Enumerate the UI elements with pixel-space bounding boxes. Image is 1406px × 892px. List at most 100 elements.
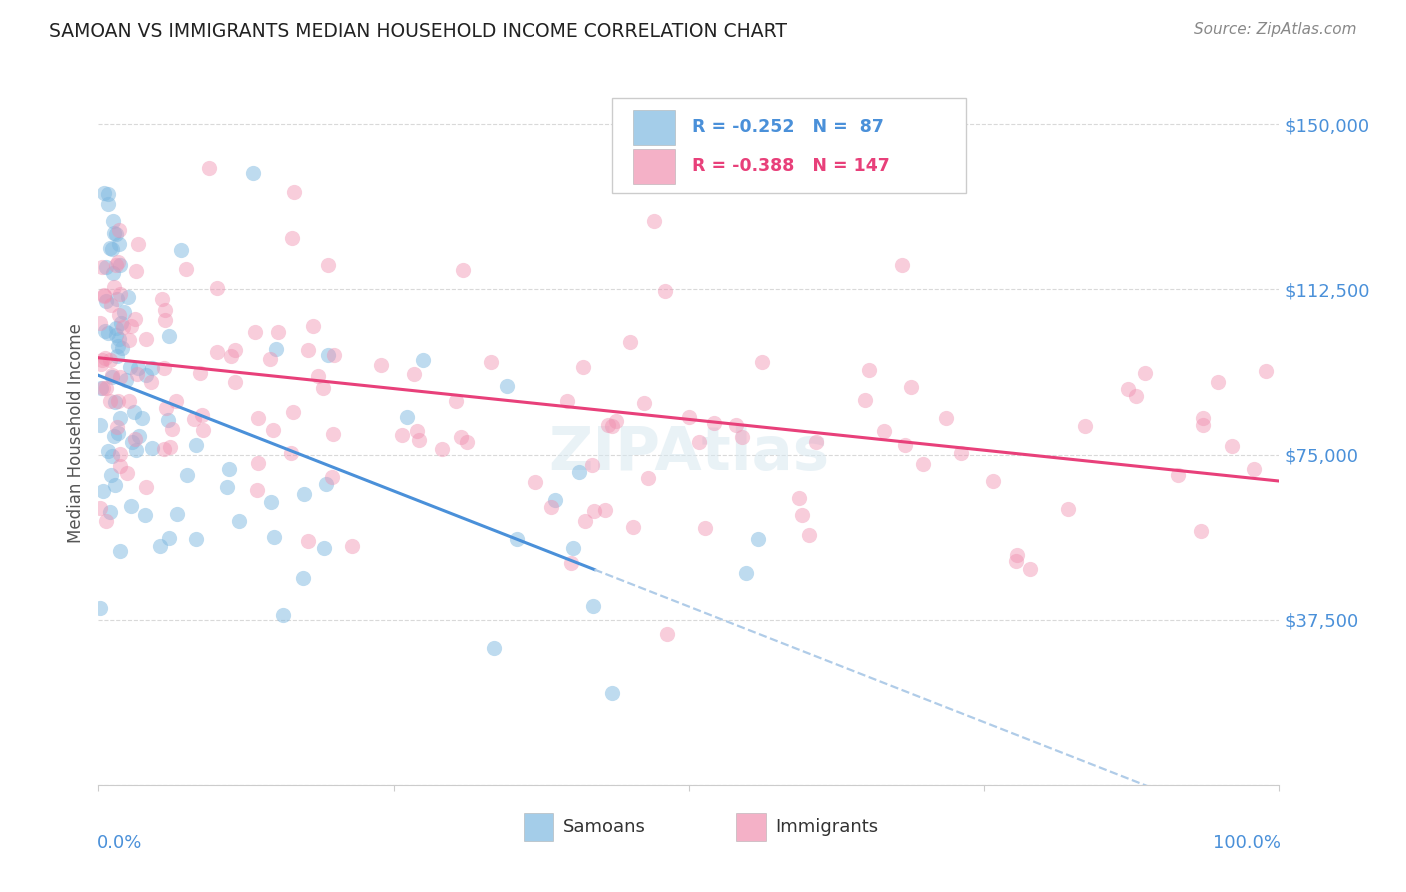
Point	[218, 462, 240, 476]
Text: Samoans: Samoans	[562, 818, 645, 836]
Point	[94, 381, 117, 395]
Point	[153, 312, 176, 326]
Point	[128, 429, 150, 443]
Point	[747, 532, 769, 546]
Point	[731, 430, 754, 444]
Point	[605, 414, 627, 428]
Point	[444, 393, 467, 408]
Point	[1192, 410, 1215, 425]
Point	[797, 528, 820, 542]
Point	[184, 438, 207, 452]
Point	[184, 532, 207, 546]
Point	[157, 328, 180, 343]
Point	[110, 316, 132, 330]
Text: 0.0%: 0.0%	[97, 834, 142, 852]
Point	[105, 258, 128, 272]
Point	[890, 258, 912, 272]
Point	[198, 161, 221, 175]
Point	[135, 333, 157, 347]
Point	[174, 261, 197, 276]
Point	[108, 287, 131, 301]
Point	[561, 541, 583, 556]
Point	[1189, 524, 1212, 539]
Point	[596, 418, 619, 433]
Point	[100, 368, 122, 382]
Bar	[737, 814, 766, 841]
Point	[1074, 419, 1097, 434]
Text: 100.0%: 100.0%	[1212, 834, 1281, 852]
Point	[108, 223, 131, 237]
Point	[124, 432, 146, 446]
Point	[981, 474, 1004, 488]
Point	[101, 214, 124, 228]
Point	[893, 438, 915, 452]
Point	[935, 410, 957, 425]
Point	[560, 556, 582, 570]
Point	[544, 493, 567, 508]
Point	[506, 532, 529, 546]
Point	[100, 468, 122, 483]
Point	[396, 409, 419, 424]
Point	[307, 368, 329, 383]
Point	[302, 318, 325, 333]
Point	[321, 470, 343, 484]
Point	[149, 539, 172, 553]
Point	[93, 186, 115, 200]
Point	[117, 290, 139, 304]
Point	[1005, 548, 1028, 562]
Text: R = -0.388   N = 147: R = -0.388 N = 147	[693, 157, 890, 175]
Point	[312, 381, 335, 395]
Point	[127, 236, 149, 251]
Point	[97, 326, 120, 340]
Point	[97, 196, 120, 211]
Point	[263, 530, 285, 544]
Point	[496, 378, 519, 392]
Point	[430, 442, 453, 456]
Point	[121, 434, 143, 449]
Point	[153, 361, 176, 376]
Point	[450, 430, 472, 444]
Point	[89, 600, 111, 615]
Point	[110, 410, 132, 425]
Point	[91, 381, 114, 395]
Point	[484, 640, 506, 655]
Point	[107, 339, 129, 353]
Point	[166, 507, 188, 521]
Point	[89, 500, 111, 515]
Point	[405, 424, 427, 438]
Point	[412, 352, 434, 367]
Text: R = -0.252   N =  87: R = -0.252 N = 87	[693, 119, 884, 136]
Point	[101, 242, 124, 256]
Point	[703, 416, 725, 430]
Point	[191, 408, 214, 422]
Point	[120, 319, 142, 334]
Point	[572, 360, 595, 375]
Point	[110, 544, 132, 558]
Point	[456, 435, 478, 450]
Point	[481, 355, 503, 369]
Point	[101, 266, 124, 280]
Point	[316, 348, 339, 362]
Point	[1116, 382, 1139, 396]
Point	[165, 394, 187, 409]
Point	[402, 368, 425, 382]
Point	[215, 480, 238, 494]
Point	[103, 226, 125, 240]
Point	[153, 442, 176, 456]
Point	[858, 362, 880, 376]
Point	[583, 504, 606, 518]
Point	[1005, 554, 1028, 568]
Point	[523, 475, 546, 490]
Point	[297, 534, 319, 549]
Point	[643, 214, 665, 228]
Point	[1254, 364, 1277, 378]
Point	[188, 367, 211, 381]
Point	[94, 293, 117, 308]
Point	[621, 520, 644, 534]
Point	[105, 349, 128, 363]
Point	[118, 394, 141, 409]
Point	[107, 425, 129, 440]
Point	[105, 419, 128, 434]
Point	[950, 446, 973, 460]
Point	[100, 298, 122, 312]
